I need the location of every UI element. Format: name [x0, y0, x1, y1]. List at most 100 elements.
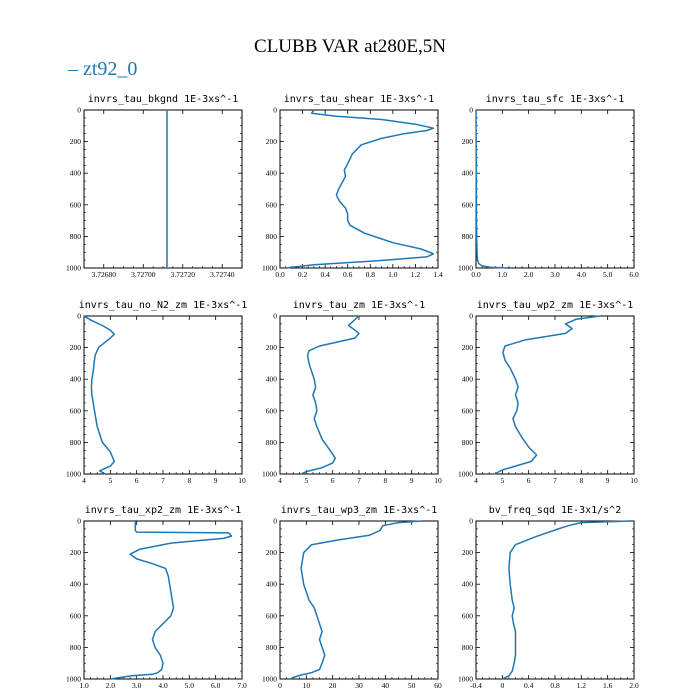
y-tick-label: 1000 [66, 470, 81, 479]
series-line [110, 521, 233, 680]
x-tick-label: 3.72680 [92, 270, 117, 279]
y-tick-label: 0 [77, 106, 81, 115]
panel-title: invrs_tau_shear 1E-3xs^-1 [284, 94, 435, 105]
plot-frame [279, 109, 439, 269]
legend-line-icon: – [68, 58, 78, 80]
plot-frame [279, 520, 439, 680]
series-line [300, 315, 360, 475]
panel-title: invrs_tau_wp2_zm 1E-3xs^-1 [477, 300, 634, 311]
x-tick-label: 7 [357, 476, 361, 485]
x-tick-label: 5.0 [185, 681, 195, 690]
x-tick-label: 0.8 [550, 681, 560, 690]
x-tick-label: 6 [135, 476, 139, 485]
y-tick-label: 400 [462, 375, 474, 384]
x-tick-label: 2.0 [629, 681, 639, 690]
x-tick-label: 6 [527, 476, 531, 485]
panel-title: invrs_tau_xp2_zm 1E-3xs^-1 [85, 505, 242, 516]
x-tick-label: 9 [214, 476, 218, 485]
y-tick-label: 600 [70, 611, 82, 620]
y-tick-label: 200 [462, 343, 474, 352]
y-tick-label: 1000 [262, 470, 277, 479]
y-tick-label: 1000 [458, 675, 473, 684]
plot-frame [83, 109, 243, 269]
y-tick-label: 800 [266, 643, 278, 652]
panel-2: invrs_tau_shear 1E-3xs^-1 0.0 0.2 0.4 0.6 0.8… [262, 94, 443, 279]
x-tick-label: 4 [82, 476, 86, 485]
y-tick-label: 0 [469, 312, 473, 321]
x-tick-label: 1.6 [603, 681, 613, 690]
y-tick-label: 1000 [458, 264, 473, 273]
x-tick-label: 10 [434, 476, 442, 485]
x-tick-label: 7 [161, 476, 165, 485]
x-tick-label: 50 [408, 681, 416, 690]
x-tick-label: 4.0 [577, 270, 587, 279]
y-tick-label: 400 [70, 580, 82, 589]
y-tick-label: 200 [70, 548, 82, 557]
x-tick-label: 5 [304, 476, 308, 485]
y-tick-label: 800 [462, 232, 474, 241]
x-tick-label: 10 [303, 681, 311, 690]
x-tick-label: 3.72700 [131, 270, 156, 279]
legend-label: zt92_0 [83, 58, 138, 80]
x-tick-label: 60 [434, 681, 442, 690]
x-tick-label: 8 [579, 476, 583, 485]
series-line [83, 315, 116, 475]
x-tick-label: 2.0 [106, 681, 116, 690]
y-tick-label: 400 [266, 580, 278, 589]
plot-frame [475, 520, 635, 680]
series-line [494, 315, 600, 475]
x-tick-label: 10 [238, 476, 246, 485]
x-tick-label: 3.72720 [171, 270, 196, 279]
x-tick-label: 8 [187, 476, 191, 485]
y-tick-label: 800 [70, 438, 82, 447]
x-tick-label: 0.6 [343, 270, 353, 279]
x-tick-label: 40 [382, 681, 390, 690]
y-tick-label: 400 [462, 169, 474, 178]
panel-title: invrs_tau_zm 1E-3xs^-1 [293, 300, 425, 311]
y-tick-label: 0 [273, 517, 277, 526]
x-tick-label: 1.0 [79, 681, 89, 690]
x-tick-label: 1.0 [498, 270, 508, 279]
series-line [290, 520, 423, 680]
x-tick-label: 7 [553, 476, 557, 485]
x-tick-label: 4 [278, 476, 282, 485]
y-tick-label: 0 [469, 106, 473, 115]
x-tick-label: 5.0 [603, 270, 613, 279]
x-tick-label: 0.0 [471, 270, 481, 279]
x-tick-label: 3.0 [132, 681, 142, 690]
y-tick-label: 400 [266, 169, 278, 178]
y-tick-label: 0 [77, 312, 81, 321]
x-tick-label: 0.4 [524, 681, 534, 690]
x-tick-label: 9 [606, 476, 610, 485]
y-tick-label: 800 [462, 643, 474, 652]
x-tick-label: 4 [474, 476, 478, 485]
y-tick-label: 600 [70, 200, 82, 209]
y-tick-label: 400 [462, 580, 474, 589]
x-tick-label: 2.0 [524, 270, 534, 279]
y-tick-label: 800 [70, 643, 82, 652]
y-tick-label: 200 [70, 137, 82, 146]
y-tick-label: 200 [266, 343, 278, 352]
x-tick-label: 3.0 [550, 270, 560, 279]
y-tick-label: 800 [266, 438, 278, 447]
panel-5: invrs_tau_zm 1E-3xs^-1 4 5 6 7 8 9 10 0 200 400 600… [262, 300, 442, 485]
y-tick-label: 200 [70, 343, 82, 352]
x-tick-label: 1.2 [577, 681, 587, 690]
series-line [285, 109, 435, 269]
panel-title: invrs_tau_no_N2_zm 1E-3xs^-1 [79, 300, 248, 311]
y-tick-label: 600 [462, 406, 474, 415]
series-line [501, 520, 631, 680]
x-tick-label: 0 [500, 681, 504, 690]
x-tick-label: 6 [331, 476, 335, 485]
x-tick-label: 6.0 [211, 681, 221, 690]
y-tick-label: 800 [462, 438, 474, 447]
x-tick-label: -0.4 [470, 681, 482, 690]
y-tick-label: 600 [70, 406, 82, 415]
y-tick-label: 600 [266, 200, 278, 209]
y-tick-label: 0 [273, 312, 277, 321]
panel-title: invrs_tau_bkgnd 1E-3xs^-1 [88, 94, 239, 105]
x-tick-label: 1.2 [411, 270, 421, 279]
y-tick-label: 800 [266, 232, 278, 241]
y-tick-label: 0 [77, 517, 81, 526]
panel-4: invrs_tau_no_N2_zm 1E-3xs^-1 4 5 6 7 8 9 10 0 200… [66, 300, 247, 485]
